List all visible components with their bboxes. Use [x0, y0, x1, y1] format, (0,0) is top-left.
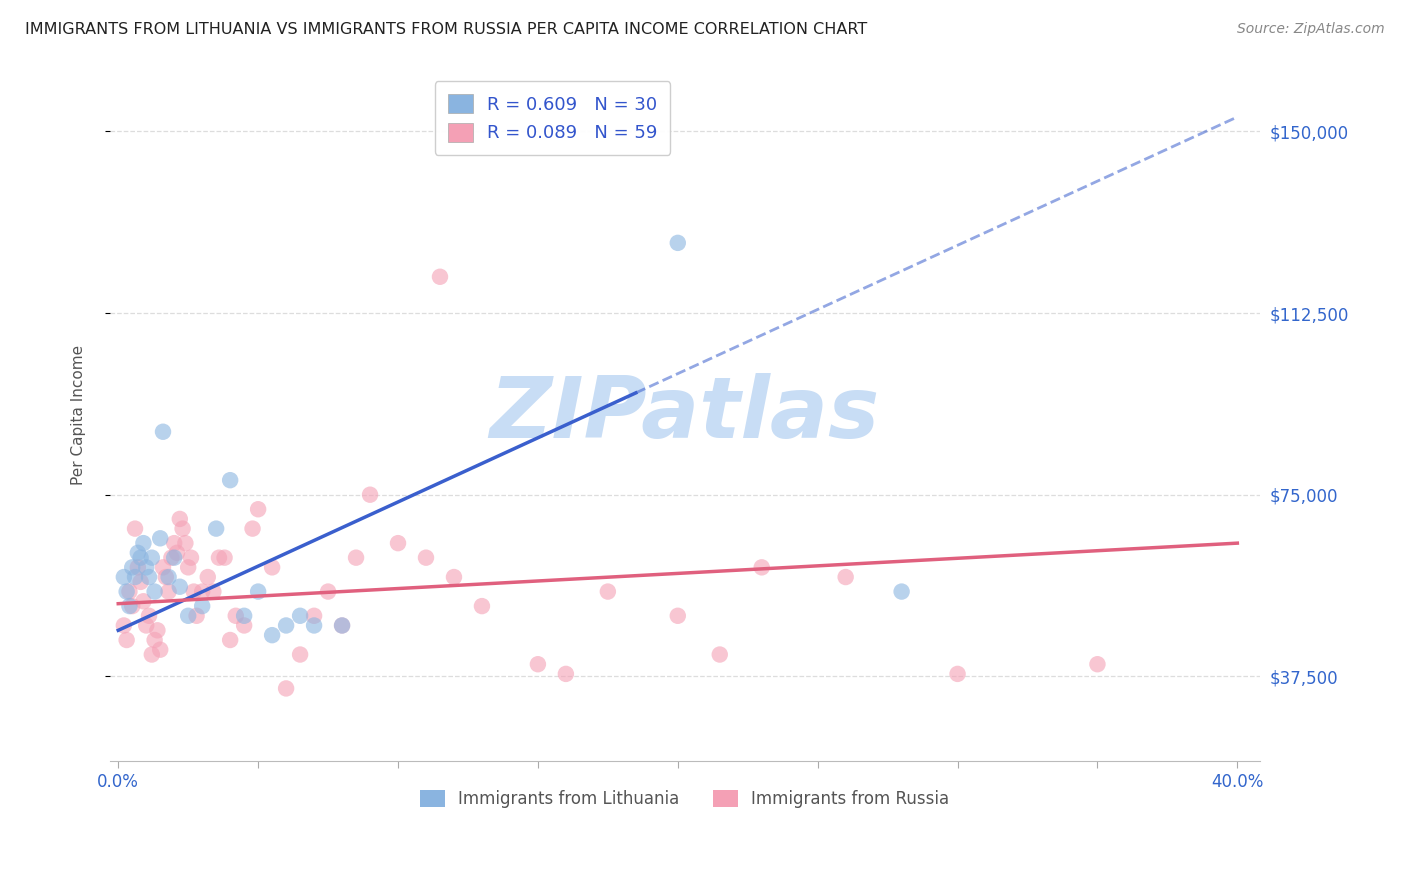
- Point: [152, 425, 174, 439]
- Point: [233, 618, 256, 632]
- Point: [834, 570, 856, 584]
- Point: [219, 473, 242, 487]
- Point: [138, 570, 160, 584]
- Point: [149, 531, 172, 545]
- Point: [132, 594, 155, 608]
- Point: [143, 584, 166, 599]
- Point: [169, 512, 191, 526]
- Point: [143, 632, 166, 647]
- Text: IMMIGRANTS FROM LITHUANIA VS IMMIGRANTS FROM RUSSIA PER CAPITA INCOME CORRELATIO: IMMIGRANTS FROM LITHUANIA VS IMMIGRANTS …: [25, 22, 868, 37]
- Point: [219, 632, 242, 647]
- Point: [709, 648, 731, 662]
- Text: ZIPatlas: ZIPatlas: [489, 373, 880, 457]
- Point: [274, 618, 297, 632]
- Point: [262, 628, 284, 642]
- Point: [443, 570, 465, 584]
- Point: [163, 550, 186, 565]
- Point: [242, 522, 264, 536]
- Point: [149, 642, 172, 657]
- Point: [316, 584, 339, 599]
- Point: [946, 666, 969, 681]
- Point: [288, 608, 311, 623]
- Point: [177, 560, 200, 574]
- Point: [666, 608, 689, 623]
- Point: [118, 584, 141, 599]
- Point: [233, 608, 256, 623]
- Point: [214, 550, 236, 565]
- Point: [152, 560, 174, 574]
- Y-axis label: Per Capita Income: Per Capita Income: [72, 344, 86, 485]
- Point: [172, 522, 194, 536]
- Point: [205, 522, 228, 536]
- Point: [157, 584, 180, 599]
- Point: [124, 570, 146, 584]
- Point: [387, 536, 409, 550]
- Point: [202, 584, 225, 599]
- Point: [554, 666, 576, 681]
- Point: [177, 608, 200, 623]
- Point: [129, 574, 152, 589]
- Point: [155, 570, 177, 584]
- Point: [197, 570, 219, 584]
- Point: [118, 599, 141, 613]
- Point: [247, 502, 270, 516]
- Point: [135, 618, 157, 632]
- Point: [471, 599, 494, 613]
- Point: [751, 560, 773, 574]
- Point: [135, 560, 157, 574]
- Point: [127, 560, 149, 574]
- Point: [302, 618, 325, 632]
- Point: [138, 608, 160, 623]
- Point: [415, 550, 437, 565]
- Point: [141, 550, 163, 565]
- Point: [344, 550, 367, 565]
- Point: [169, 580, 191, 594]
- Point: [225, 608, 247, 623]
- Point: [186, 608, 208, 623]
- Point: [330, 618, 353, 632]
- Point: [157, 570, 180, 584]
- Point: [121, 560, 143, 574]
- Point: [330, 618, 353, 632]
- Point: [127, 546, 149, 560]
- Point: [302, 608, 325, 623]
- Point: [124, 522, 146, 536]
- Text: Source: ZipAtlas.com: Source: ZipAtlas.com: [1237, 22, 1385, 37]
- Point: [183, 584, 205, 599]
- Point: [890, 584, 912, 599]
- Point: [180, 550, 202, 565]
- Point: [596, 584, 619, 599]
- Legend: Immigrants from Lithuania, Immigrants from Russia: Immigrants from Lithuania, Immigrants fr…: [413, 783, 956, 815]
- Point: [112, 618, 135, 632]
- Point: [141, 648, 163, 662]
- Point: [166, 546, 188, 560]
- Point: [262, 560, 284, 574]
- Point: [359, 488, 381, 502]
- Point: [174, 536, 197, 550]
- Point: [112, 570, 135, 584]
- Point: [191, 599, 214, 613]
- Point: [274, 681, 297, 696]
- Point: [121, 599, 143, 613]
- Point: [191, 584, 214, 599]
- Point: [429, 269, 451, 284]
- Point: [160, 550, 183, 565]
- Point: [115, 584, 138, 599]
- Point: [1087, 657, 1109, 672]
- Point: [146, 624, 169, 638]
- Point: [527, 657, 550, 672]
- Point: [288, 648, 311, 662]
- Point: [129, 550, 152, 565]
- Point: [132, 536, 155, 550]
- Point: [115, 632, 138, 647]
- Point: [247, 584, 270, 599]
- Point: [163, 536, 186, 550]
- Point: [666, 235, 689, 250]
- Point: [208, 550, 231, 565]
